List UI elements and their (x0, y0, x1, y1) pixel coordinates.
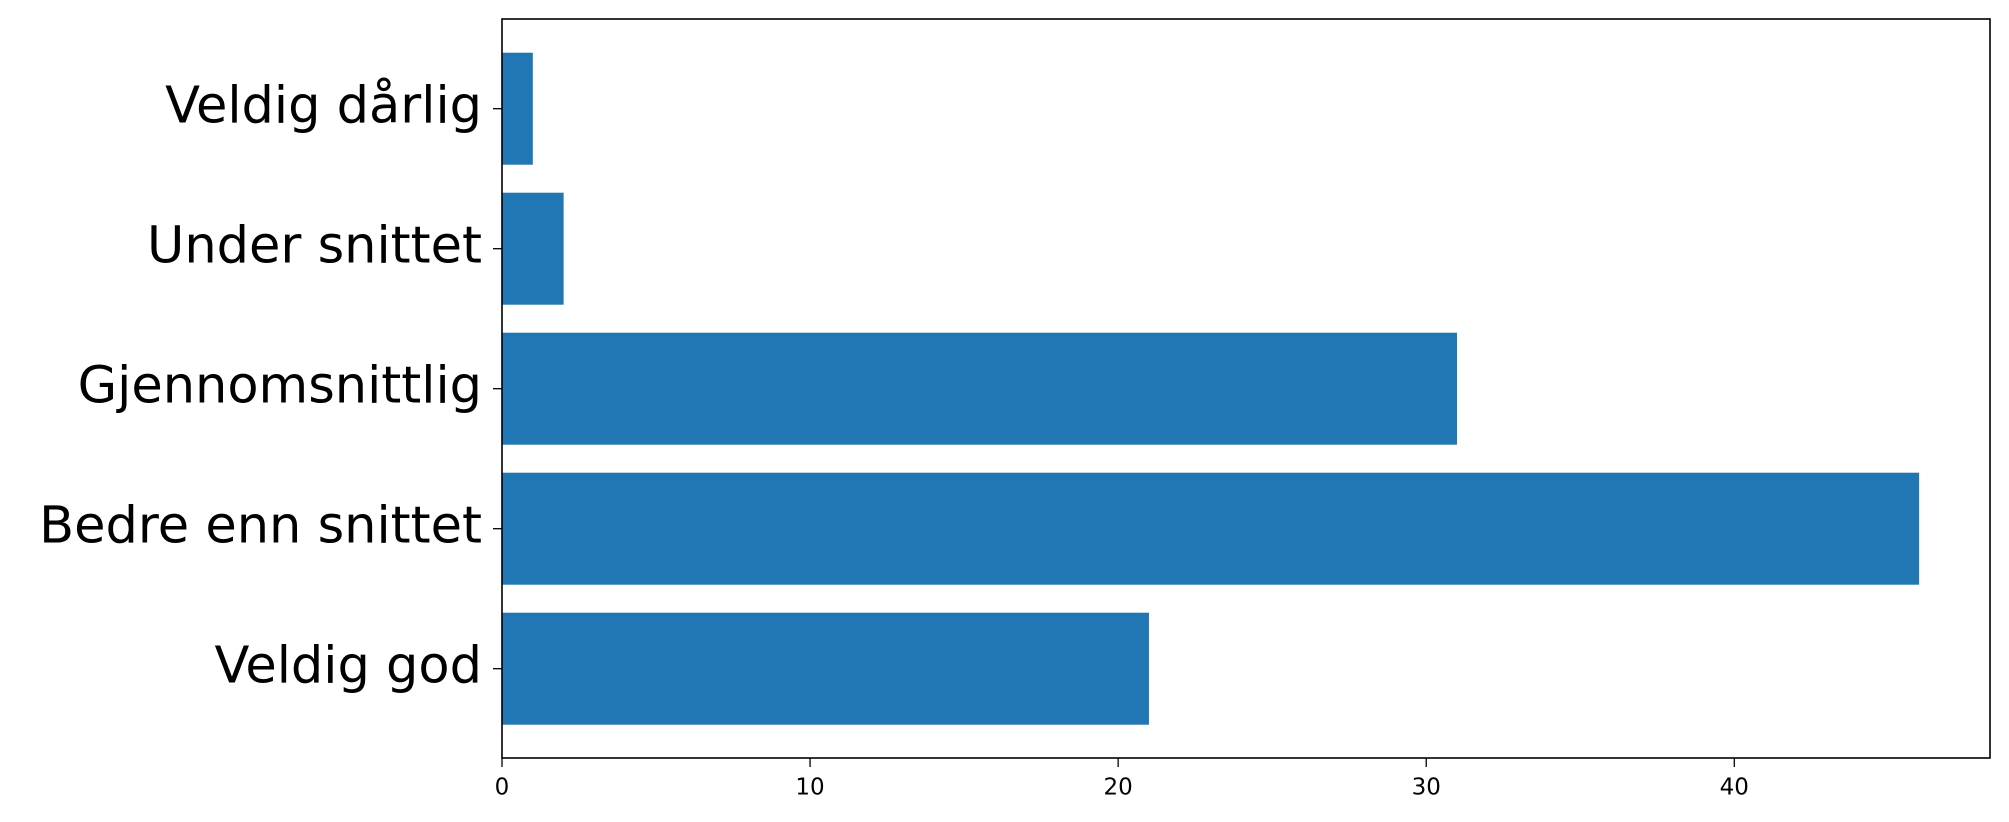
y-tick-label: Veldig god (214, 637, 482, 696)
x-tick-label: 40 (1720, 775, 1749, 801)
x-tick-label: 30 (1412, 775, 1441, 801)
bar (502, 332, 1458, 445)
y-tick-label: Bedre enn snittet (39, 497, 482, 556)
y-tick-label: Gjennomsnittlig (78, 357, 482, 416)
bar (502, 52, 533, 165)
axes-frame (501, 18, 1991, 759)
x-tick-label: 20 (1104, 775, 1133, 801)
y-tick-label: Veldig dårlig (165, 77, 482, 136)
bar (502, 192, 564, 305)
x-tick-label: 0 (495, 775, 510, 801)
y-tick-label: Under snittet (147, 217, 482, 276)
x-tick-label: 10 (795, 775, 824, 801)
bar (502, 612, 1149, 725)
bar (502, 472, 1920, 585)
